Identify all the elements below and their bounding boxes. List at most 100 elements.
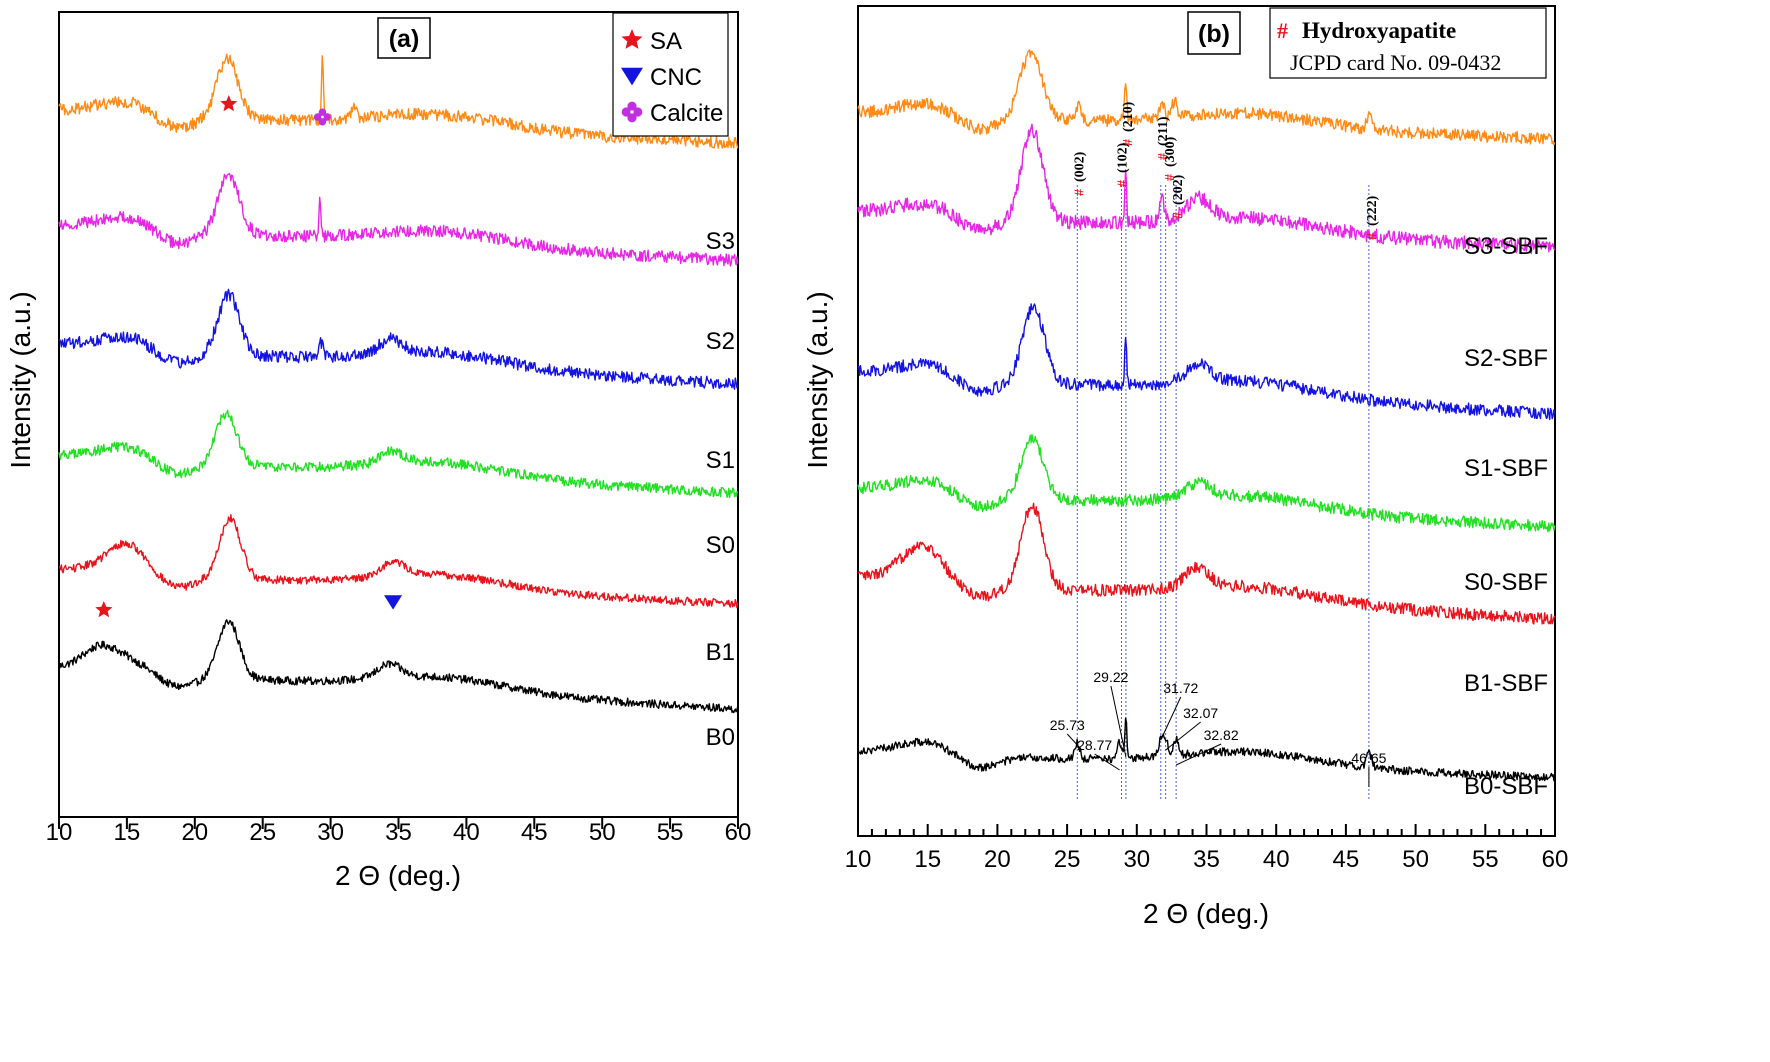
legend-symbol-calcite-petal-0 (627, 101, 637, 111)
series-label-s2: S2 (706, 328, 735, 355)
hkl-hash-210: # (1121, 139, 1136, 146)
annotation-sa-2 (220, 95, 238, 112)
series-label-b0-sbf: B0-SBF (1464, 773, 1548, 800)
x-tick-label-60: 60 (1542, 846, 1569, 873)
panel-a-tag-box (377, 17, 431, 59)
x-tick-label-55: 55 (1472, 846, 1499, 873)
legend-label-sa: SA (650, 28, 682, 55)
peak-label-32-82: 32.82 (1204, 727, 1239, 743)
x-tick-label-30: 30 (1123, 846, 1150, 873)
series-s1 (58, 288, 739, 390)
x-tick-label-10: 10 (46, 819, 73, 846)
hkl-hash-202: # (1171, 212, 1186, 219)
series-s2-sbf (857, 123, 1556, 255)
panel-b-y-axis-label: Intensity (a.u.) (802, 291, 833, 468)
series-b0 (58, 619, 739, 714)
x-tick-label-20: 20 (984, 846, 1011, 873)
x-tick-label-15: 15 (114, 819, 141, 846)
peak-label-28-77: 28.77 (1077, 737, 1112, 753)
peak-leader-31-72 (1160, 696, 1182, 741)
hkl-label-210: # (210) (1121, 101, 1136, 146)
series-s0 (58, 409, 739, 499)
hkl-text-002: (002) (1072, 151, 1087, 182)
x-tick-label-45: 45 (1333, 846, 1360, 873)
hkl-hash-002: # (1072, 189, 1087, 196)
hkl-label-102: # (102) (1116, 142, 1131, 187)
hkl-label-002: # (002) (1072, 151, 1087, 196)
series-label-s3: S3 (706, 228, 735, 255)
panel-b-legend-box (1269, 7, 1547, 79)
peak-label-46-65: 46.65 (1351, 750, 1386, 766)
annotation-calcite-3 (313, 108, 331, 126)
panel-b-legend-hash: # (1277, 18, 1288, 43)
series-label-s2-sbf: S2-SBF (1464, 345, 1548, 372)
x-tick-label-40: 40 (453, 819, 480, 846)
peak-leader-32-82 (1175, 743, 1222, 766)
series-label-b0: B0 (706, 724, 735, 751)
legend-symbol-sa (621, 29, 643, 49)
hkl-text-300: (300) (1163, 136, 1178, 167)
series-s3-sbf (857, 49, 1556, 146)
hkl-label-202: # (202) (1171, 174, 1186, 219)
hkl-label-300: # (300) (1163, 136, 1178, 181)
hkl-hash-211: # (1156, 153, 1171, 160)
panel-a-series (58, 53, 739, 714)
legend-label-cnc: CNC (650, 64, 702, 91)
x-tick-label-10: 10 (845, 846, 872, 873)
series-b1 (58, 514, 739, 609)
legend-symbol-calcite (621, 101, 643, 123)
panel-a-tag: (a) (389, 25, 420, 53)
panel-b-tag: (b) (1198, 20, 1230, 48)
hkl-text-102: (102) (1116, 142, 1131, 173)
series-s2 (58, 172, 739, 267)
hkl-text-211: (211) (1156, 116, 1171, 146)
x-tick-label-35: 35 (385, 819, 412, 846)
hkl-label-222: # (222) (1365, 195, 1380, 240)
x-tick-label-30: 30 (317, 819, 344, 846)
x-tick-label-50: 50 (589, 819, 616, 846)
panel-a-x-axis-label: 2 Θ (deg.) (335, 860, 461, 891)
panel-a-x-ticks: 10 15 20 25 30 35 40 45 50 55 60 (46, 817, 751, 846)
panel-b-annotations: 25.73 28.77 29.22 31.72 32.07 32.82 46.65 # (002… (1050, 101, 1387, 787)
legend-symbol-sa-shape (621, 29, 643, 49)
panel-b-legend: # Hydroxyapatite JCPD card No. 09-0432 (1269, 7, 1547, 79)
x-tick-label-40: 40 (1263, 846, 1290, 873)
legend-symbol-calcite-petal-3 (621, 107, 631, 117)
series-label-s1: S1 (706, 447, 735, 474)
annotation-cnc-1 (384, 595, 403, 610)
hkl-hash-222: # (1365, 233, 1380, 240)
legend-label-calcite: Calcite (650, 100, 723, 127)
annotation-sa-0-shape (95, 601, 113, 618)
series-label-b1-sbf: B1-SBF (1464, 670, 1548, 697)
series-s0-sbf (857, 433, 1556, 533)
panel-b-series (857, 49, 1556, 782)
x-tick-label-15: 15 (914, 846, 941, 873)
peak-label-31-72: 31.72 (1163, 680, 1198, 696)
panel-b-reference-lines (1076, 185, 1370, 800)
legend-symbol-calcite-petal-1 (633, 107, 643, 117)
panel-a-annotations (95, 95, 403, 618)
annotation-sa-2-shape (220, 95, 238, 112)
peak-label-29-22: 29.22 (1093, 669, 1128, 685)
hkl-hash-300: # (1163, 174, 1178, 181)
series-label-b1: B1 (706, 639, 735, 666)
series-b1-sbf (857, 502, 1556, 625)
x-tick-label-25: 25 (1054, 846, 1081, 873)
x-tick-label-20: 20 (181, 819, 208, 846)
panel-b-tag-box (1187, 11, 1241, 55)
hkl-label-211: # (211) (1156, 116, 1171, 160)
peak-label-32-07: 32.07 (1183, 705, 1218, 721)
peak-label-25-73: 25.73 (1050, 717, 1085, 733)
panel-a-series-labels: B0 B1 S0 S1 S2 S3 (706, 228, 735, 751)
panel-b: 25.73 28.77 29.22 31.72 32.07 32.82 46.65 # (002… (802, 5, 1569, 929)
panel-b-x-ticks: 10 15 20 25 30 35 40 45 50 55 60 (845, 824, 1569, 873)
x-tick-label-45: 45 (521, 819, 548, 846)
panel-a-legend: SA CNC Calcite (612, 12, 729, 137)
peak-leader-32-07 (1165, 721, 1201, 751)
annotation-sa-0 (95, 601, 113, 618)
x-tick-label-55: 55 (657, 819, 684, 846)
hkl-text-222: (222) (1365, 195, 1380, 226)
annotation-calcite-3-petal-3 (313, 113, 322, 121)
